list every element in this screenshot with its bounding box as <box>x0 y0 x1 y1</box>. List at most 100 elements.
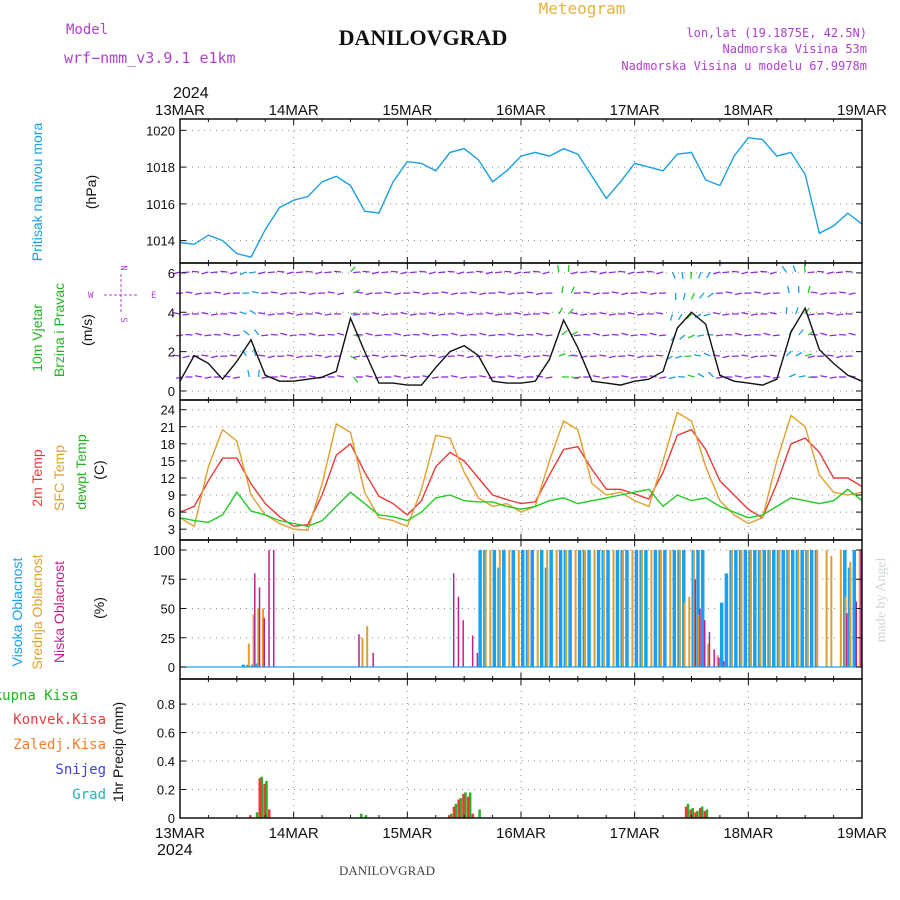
wind-barb <box>760 270 768 273</box>
wind-barb <box>457 354 465 357</box>
y-tick-label: 100 <box>153 543 175 558</box>
wind-barb <box>798 329 804 336</box>
chart-marks <box>179 136 863 818</box>
wind-barb <box>523 355 531 359</box>
cloud-bar <box>716 655 719 667</box>
cloud-bar <box>492 550 497 667</box>
wind-barb <box>848 332 856 336</box>
wind-barbs <box>172 264 856 383</box>
y-tick-label: 3 <box>168 522 175 537</box>
y-tick-label: 25 <box>161 631 175 646</box>
cloud-bar <box>584 550 587 667</box>
wind-barb <box>687 334 695 339</box>
wind-barb <box>409 355 417 359</box>
wind-barb <box>412 291 420 294</box>
wind-barb <box>611 291 619 294</box>
altitude-label: Nadmorska Visina 53m <box>723 42 868 56</box>
wind-barb <box>573 376 581 379</box>
wind-barb <box>431 376 439 379</box>
wind-barb <box>251 290 259 294</box>
cloud-bar <box>262 608 265 667</box>
compass-north: N <box>118 265 128 270</box>
wind-barb <box>450 332 458 336</box>
wind-barb <box>460 334 468 337</box>
temp-title-sfc: SFC Temp <box>51 445 67 511</box>
wind-barb <box>697 271 702 279</box>
wind-barb <box>431 334 439 337</box>
wind-barb <box>772 376 780 379</box>
precip-legend-total: Ukupna Kisa <box>0 688 78 704</box>
cloud-bar <box>696 550 700 667</box>
wind-barb <box>535 332 544 336</box>
wind-barb <box>409 271 417 274</box>
cloud-bar <box>558 550 563 667</box>
wind-barb <box>390 270 398 273</box>
y-tick-label: 1018 <box>146 160 175 175</box>
wind-barb <box>523 313 531 316</box>
wind-barb <box>469 291 477 294</box>
wind-barb <box>194 292 203 296</box>
wind-barb <box>253 329 260 336</box>
wind-barb <box>792 265 797 273</box>
meteogram-label: Meteogram <box>539 0 626 18</box>
wind-barb <box>308 332 316 336</box>
wind-barb <box>384 291 392 294</box>
wind-barb <box>599 271 607 275</box>
y-tick-label: 0.4 <box>157 754 175 769</box>
wind-barb <box>627 271 635 275</box>
wind-barb <box>182 313 190 316</box>
y-tick-label: 1016 <box>146 197 175 212</box>
wind-barb <box>570 312 578 315</box>
wind-barb <box>567 308 574 315</box>
precip-bar <box>249 815 252 818</box>
wind-barb <box>400 354 408 357</box>
x-tick-label-bottom: 18MAR <box>723 825 773 842</box>
wind-barb <box>350 312 358 315</box>
wind-barb <box>324 313 332 316</box>
wind-barb <box>365 375 373 378</box>
wind-barb <box>299 291 307 294</box>
precip-bar <box>364 815 368 818</box>
pressure-title: Pritisak na nivou mora <box>29 123 45 262</box>
wind-barb <box>194 332 203 336</box>
wind-barb <box>715 376 724 379</box>
precip-bar <box>468 792 472 818</box>
wind-barb <box>750 271 758 274</box>
wind-barb <box>845 270 853 273</box>
wind-barb <box>769 271 777 275</box>
wind-barb <box>466 355 474 359</box>
cloud-bar <box>471 635 474 667</box>
wind-barb <box>820 292 828 296</box>
cloud-bar <box>800 550 804 667</box>
wind-barb <box>229 312 237 315</box>
wind-barb <box>589 270 597 273</box>
y-tick-label: 24 <box>161 403 175 418</box>
cloud-bar <box>730 550 733 667</box>
wind-barb <box>750 355 758 359</box>
y-tick-label: 0 <box>168 811 175 826</box>
wind-barb <box>649 332 657 336</box>
wind-barb <box>365 332 373 336</box>
cloud-bar <box>254 573 256 667</box>
cloud-bar <box>734 550 738 667</box>
cloud-bar <box>615 550 620 667</box>
wind-barb <box>374 334 382 337</box>
wind-barb <box>804 353 813 357</box>
wind-barb <box>277 270 285 273</box>
cloud-bar <box>849 561 852 667</box>
wind-barb <box>573 334 581 337</box>
wind-barb <box>649 292 657 296</box>
wind-barb <box>836 355 844 359</box>
y-tick-label: 4 <box>168 305 175 320</box>
wind-barb <box>371 354 379 357</box>
precip-bar <box>447 815 451 818</box>
compass-south: S <box>118 317 128 322</box>
wind-barb <box>687 374 695 378</box>
cloud-bar <box>272 550 275 667</box>
cloud-bar <box>703 620 706 667</box>
wind-barb <box>362 270 370 273</box>
wind-barb <box>637 271 645 274</box>
wind-barb <box>400 312 408 315</box>
cloud-bar <box>694 579 696 667</box>
cloud-bar <box>361 637 364 667</box>
